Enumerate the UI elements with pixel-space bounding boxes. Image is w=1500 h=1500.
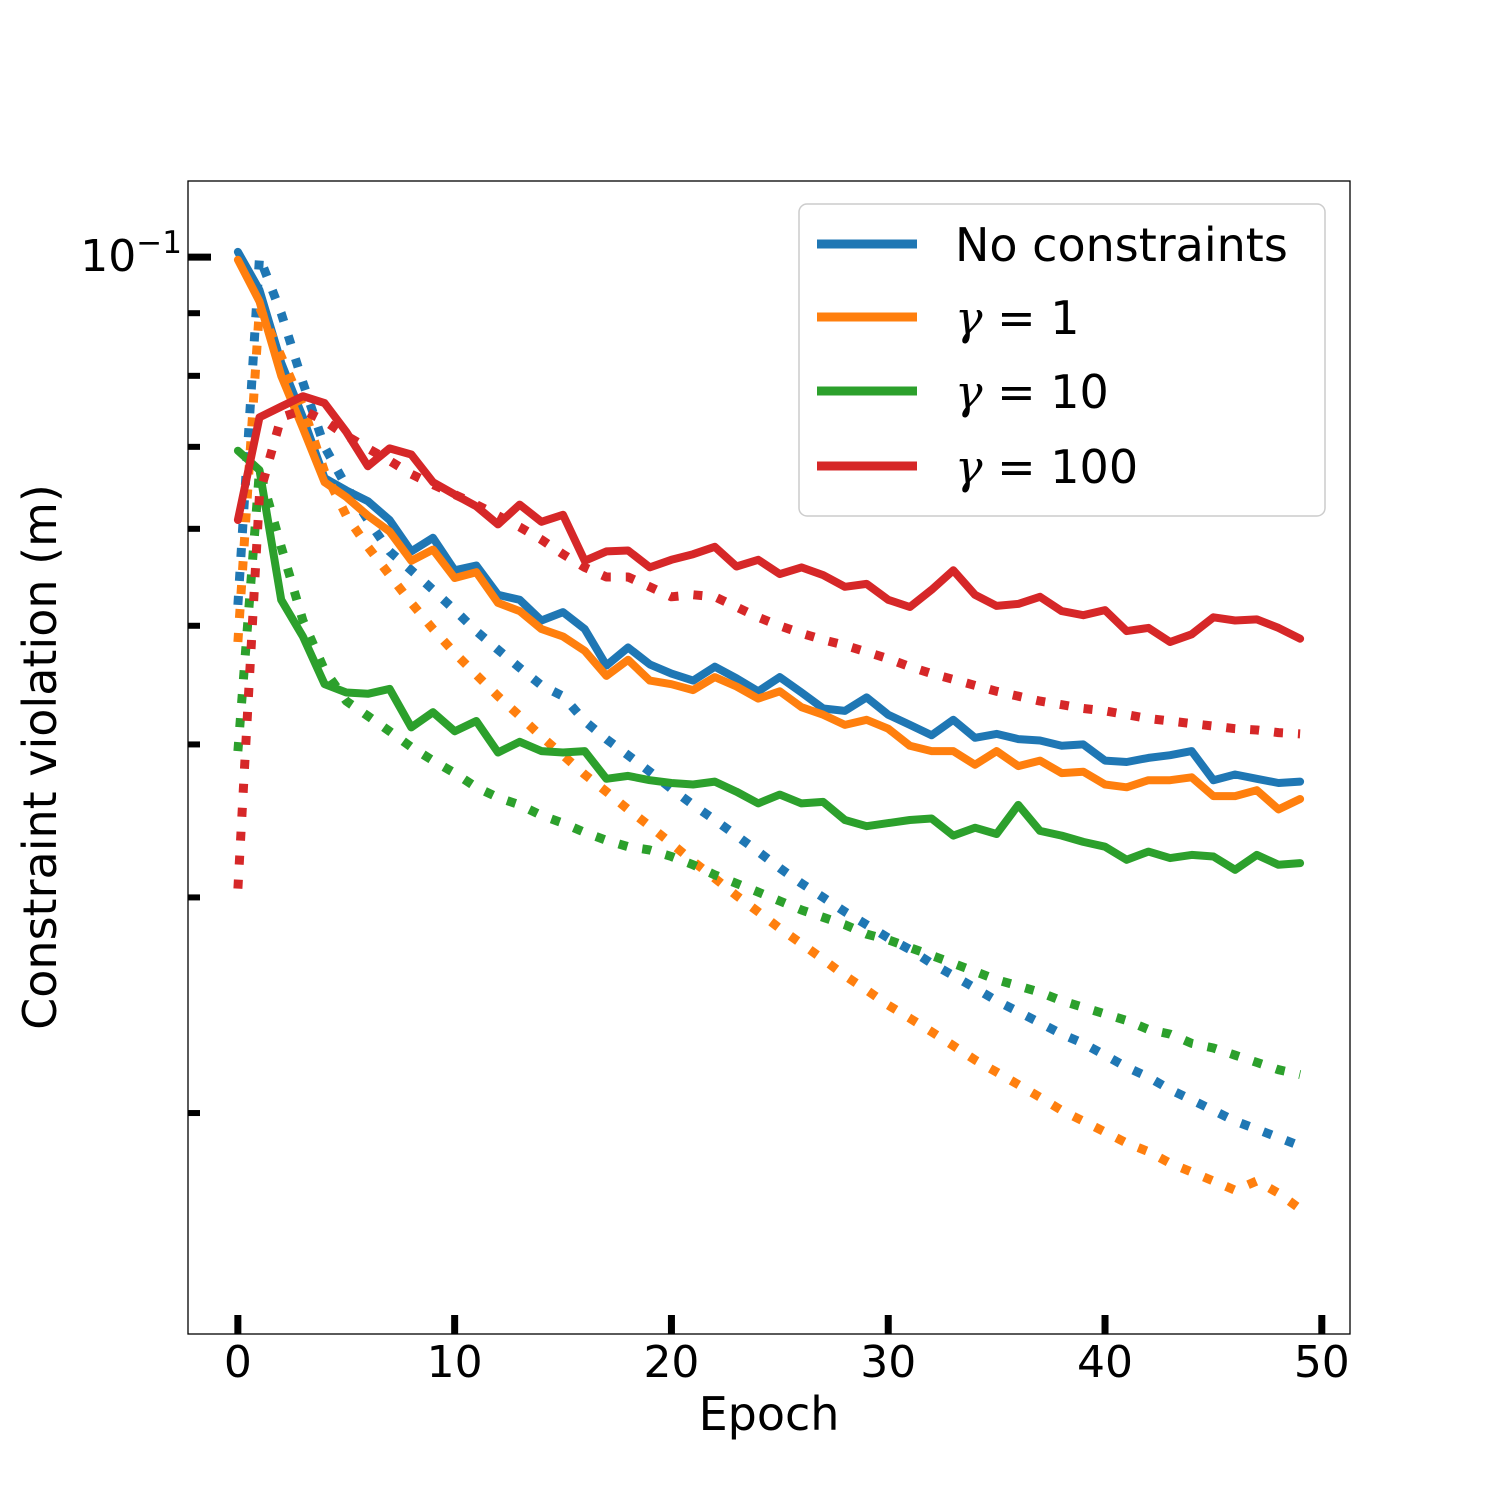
x-tick-label: 10 — [427, 1337, 483, 1388]
x-tick-label: 40 — [1077, 1337, 1133, 1388]
legend-gamma-symbol: γ — [955, 440, 983, 494]
series-line-gamma-1 — [233, 255, 1305, 814]
legend-gamma-symbol: γ — [955, 291, 983, 345]
legend-label-gamma-100: γ = 100 — [955, 440, 1138, 494]
legend-gamma-value: = 100 — [983, 440, 1139, 494]
x-tick-label: 0 — [224, 1337, 252, 1388]
x-tick-label: 30 — [860, 1337, 916, 1388]
legend-label-gamma-1: γ = 1 — [955, 291, 1080, 345]
series-line-gamma-10 — [233, 446, 1305, 874]
plot-lines — [233, 247, 1305, 1213]
plot-frame — [187, 180, 1351, 1335]
legend: No constraints γ = 1 γ = 10 γ = 100 — [798, 203, 1326, 517]
series-line-gamma-10-dotted — [233, 465, 1302, 1079]
legend-label-no-constraints: No constraints — [955, 218, 1288, 272]
series-line-gamma-100-dotted — [233, 405, 1301, 889]
series-line-gamma-1-dotted — [233, 302, 1303, 1213]
legend-gamma-value: = 1 — [983, 291, 1080, 345]
y-tick-label: 10−1 — [80, 225, 182, 282]
series-line-no-constraints — [233, 247, 1305, 787]
x-tick-label: 50 — [1294, 1337, 1350, 1388]
x-tick-label: 20 — [643, 1337, 699, 1388]
legend-gamma-value: = 10 — [983, 365, 1109, 419]
x-axis-title: Epoch — [699, 1387, 840, 1441]
legend-label-gamma-10: γ = 10 — [955, 365, 1109, 419]
y-tick-label-base: 10 — [80, 231, 136, 282]
series-line-gamma-100 — [233, 392, 1305, 646]
y-tick-label-exponent: −1 — [136, 225, 182, 261]
legend-box — [798, 203, 1326, 517]
y-axis-title: Constraint violation (m) — [13, 484, 67, 1030]
legend-gamma-symbol: γ — [955, 365, 983, 419]
